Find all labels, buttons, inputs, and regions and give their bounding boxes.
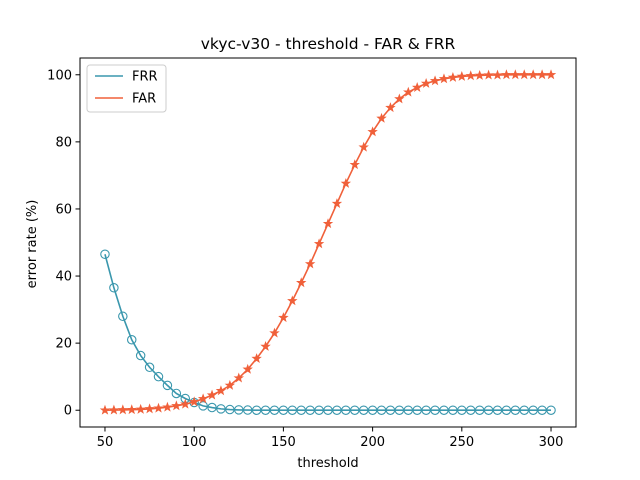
data-point-far xyxy=(269,327,280,338)
data-point-far xyxy=(349,159,360,170)
data-point-far xyxy=(465,70,476,81)
series-line-frr xyxy=(104,254,552,412)
legend: FRR FAR xyxy=(86,64,167,113)
plot-area: 50 100 150 200 250 300 0 20 40 60 80 100 FRR FAR xyxy=(47,57,577,450)
data-point-far xyxy=(215,385,227,396)
data-point-far xyxy=(99,404,111,415)
legend-label-far: FAR xyxy=(132,92,156,107)
axes-frame xyxy=(79,57,577,428)
x-tick-label: 150 xyxy=(271,435,296,450)
data-point-frr xyxy=(546,405,556,415)
data-point-far xyxy=(171,400,182,411)
data-point-far xyxy=(296,277,307,288)
data-point-far xyxy=(411,82,423,92)
data-point-far xyxy=(474,69,485,80)
x-tick-label: 50 xyxy=(97,435,114,450)
data-point-far xyxy=(501,69,512,80)
data-point-far xyxy=(144,403,155,414)
x-tick-label: 300 xyxy=(539,435,564,450)
data-point-far xyxy=(519,69,530,80)
x-tick-label: 200 xyxy=(360,435,385,450)
data-point-far xyxy=(304,258,316,269)
data-point-far xyxy=(188,396,200,407)
y-tick-label: 100 xyxy=(47,68,72,83)
data-point-frr xyxy=(135,350,146,361)
data-point-far xyxy=(403,86,414,97)
data-point-far xyxy=(278,312,289,323)
data-point-far xyxy=(313,238,325,249)
data-point-far xyxy=(394,93,405,104)
data-point-frr xyxy=(216,404,226,414)
data-point-far xyxy=(117,404,129,415)
data-point-frr xyxy=(198,401,208,411)
data-point-far xyxy=(180,398,191,409)
data-point-far xyxy=(527,69,539,80)
data-point-far xyxy=(126,404,137,415)
data-point-far xyxy=(135,403,146,414)
series-far xyxy=(99,69,557,415)
data-point-far xyxy=(233,372,245,383)
x-axis-label: threshold xyxy=(297,456,358,471)
data-point-far xyxy=(224,379,236,390)
data-point-far xyxy=(242,363,253,374)
data-point-far xyxy=(108,404,120,415)
data-point-far xyxy=(260,341,271,351)
data-point-frr xyxy=(109,283,119,293)
data-point-far xyxy=(322,218,334,229)
legend-label-frr: FRR xyxy=(132,70,158,85)
data-point-far xyxy=(251,353,262,363)
data-point-far xyxy=(197,393,209,404)
data-point-far xyxy=(340,177,352,188)
data-point-far xyxy=(367,126,378,137)
chart-title: vkyc-v30 - threshold - FAR & FRR xyxy=(201,35,456,53)
data-point-far xyxy=(287,295,298,306)
data-point-far xyxy=(483,69,494,80)
x-tick-label: 250 xyxy=(449,435,474,450)
data-point-far xyxy=(456,70,468,81)
y-tick-label: 40 xyxy=(55,270,72,285)
y-tick-label: 0 xyxy=(64,404,72,419)
y-tick-label: 60 xyxy=(55,202,72,217)
y-tick-label: 20 xyxy=(55,337,72,352)
data-point-frr xyxy=(162,380,173,391)
data-point-far xyxy=(429,75,441,86)
data-point-far xyxy=(162,401,173,412)
data-point-far xyxy=(376,112,387,123)
data-point-far xyxy=(358,141,369,152)
data-point-frr xyxy=(153,371,164,382)
data-point-far xyxy=(385,102,396,113)
y-axis-label: error rate (%) xyxy=(25,200,40,289)
data-point-far xyxy=(447,71,459,82)
series-frr xyxy=(100,249,556,415)
y-tick-label: 80 xyxy=(55,135,72,150)
data-point-far xyxy=(206,389,218,400)
data-point-far xyxy=(420,78,432,88)
data-point-far xyxy=(331,198,343,209)
data-point-frr xyxy=(207,402,217,413)
data-point-frr xyxy=(171,388,182,399)
data-point-far xyxy=(492,69,503,80)
data-point-far xyxy=(536,69,548,80)
data-point-far xyxy=(510,69,521,80)
data-point-frr xyxy=(144,362,155,373)
data-point-far xyxy=(153,402,164,413)
data-point-far xyxy=(545,69,557,80)
data-point-frr xyxy=(100,249,110,259)
data-point-far xyxy=(438,73,450,84)
data-point-frr xyxy=(118,311,128,322)
x-tick-label: 100 xyxy=(182,435,207,450)
data-point-frr xyxy=(126,335,137,345)
